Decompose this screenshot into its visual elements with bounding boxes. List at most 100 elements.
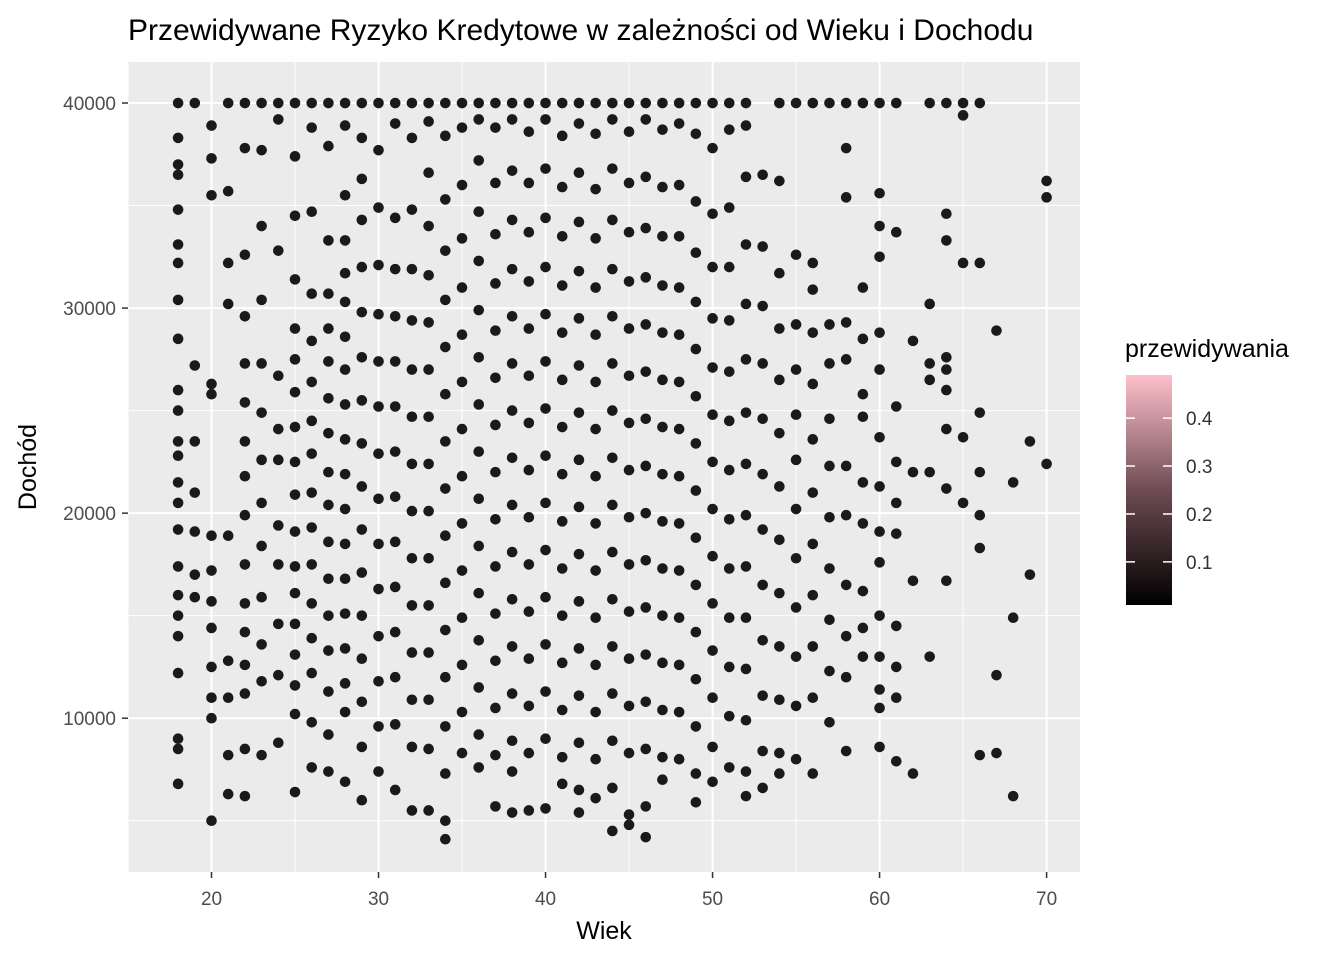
data-point <box>957 431 969 443</box>
data-point <box>941 364 952 375</box>
data-point <box>506 641 518 652</box>
data-point <box>1041 175 1052 187</box>
data-point <box>874 364 885 375</box>
data-point <box>540 591 551 603</box>
data-point <box>757 634 768 646</box>
data-point <box>941 235 952 246</box>
data-point <box>440 833 451 845</box>
x-tick-label: 30 <box>368 889 389 910</box>
data-point <box>556 374 568 386</box>
data-point <box>807 284 819 295</box>
data-point <box>389 446 401 457</box>
data-point <box>623 464 635 476</box>
data-point <box>540 163 551 174</box>
data-point <box>306 762 318 773</box>
data-point <box>306 415 318 427</box>
data-point <box>289 649 301 660</box>
data-point <box>807 487 819 498</box>
data-point <box>941 384 952 396</box>
x-tick-label: 50 <box>702 889 723 910</box>
data-point <box>389 671 401 683</box>
data-point <box>456 122 468 133</box>
data-point <box>840 630 852 642</box>
data-point <box>339 678 351 689</box>
data-point <box>239 310 251 322</box>
data-point <box>172 450 184 462</box>
data-point <box>423 167 434 179</box>
data-point <box>790 454 802 466</box>
data-point <box>440 768 451 779</box>
data-point <box>590 753 601 765</box>
data-point <box>440 436 451 447</box>
data-point <box>172 333 184 345</box>
data-points <box>172 97 1052 845</box>
data-point <box>506 546 518 558</box>
data-point <box>790 97 802 109</box>
data-point <box>423 97 434 109</box>
data-point <box>573 454 585 466</box>
data-point <box>339 706 351 718</box>
data-point <box>239 436 251 447</box>
data-point <box>974 257 986 269</box>
data-point <box>673 97 685 109</box>
data-point <box>506 214 518 226</box>
data-point <box>239 509 251 521</box>
data-point <box>273 559 284 570</box>
data-point <box>690 97 702 109</box>
data-point <box>857 333 869 345</box>
data-point <box>256 540 267 552</box>
data-point <box>890 661 902 673</box>
data-point <box>607 452 618 464</box>
data-point <box>406 132 418 144</box>
data-point <box>941 483 952 494</box>
data-point <box>824 460 835 472</box>
data-point <box>640 649 652 660</box>
data-point <box>556 280 568 291</box>
data-point <box>456 518 468 529</box>
data-point <box>273 114 284 125</box>
data-point <box>890 692 902 703</box>
data-point <box>523 559 535 570</box>
data-point <box>1041 458 1052 470</box>
data-point <box>657 97 668 109</box>
data-point <box>556 130 568 142</box>
data-point <box>206 692 217 703</box>
data-point <box>490 655 501 667</box>
data-point <box>607 499 618 511</box>
data-point <box>690 128 702 140</box>
data-point <box>222 749 234 761</box>
data-point <box>774 374 785 386</box>
data-point <box>907 575 919 587</box>
data-point <box>573 643 585 654</box>
data-point <box>323 536 334 548</box>
data-point <box>924 374 935 386</box>
data-point <box>757 241 768 252</box>
data-point <box>857 97 869 109</box>
data-point <box>506 405 518 416</box>
data-point <box>640 97 652 109</box>
data-point <box>890 97 902 109</box>
data-point <box>406 552 418 564</box>
data-point <box>857 518 869 529</box>
data-point <box>172 630 184 642</box>
data-point <box>657 231 668 242</box>
data-point <box>490 801 501 812</box>
data-point <box>757 468 768 480</box>
data-point <box>490 608 501 619</box>
data-point <box>456 233 468 244</box>
data-point <box>523 177 535 189</box>
data-point <box>523 417 535 429</box>
data-point <box>406 458 418 470</box>
data-point <box>690 343 702 355</box>
data-point <box>256 358 267 369</box>
data-point <box>757 413 768 425</box>
data-point <box>406 97 418 109</box>
data-point <box>289 526 301 537</box>
data-point <box>373 401 384 412</box>
data-point <box>356 214 368 226</box>
data-point <box>239 688 251 699</box>
data-point <box>790 409 802 421</box>
data-point <box>957 97 969 109</box>
data-point <box>573 596 585 607</box>
data-point <box>824 358 835 369</box>
